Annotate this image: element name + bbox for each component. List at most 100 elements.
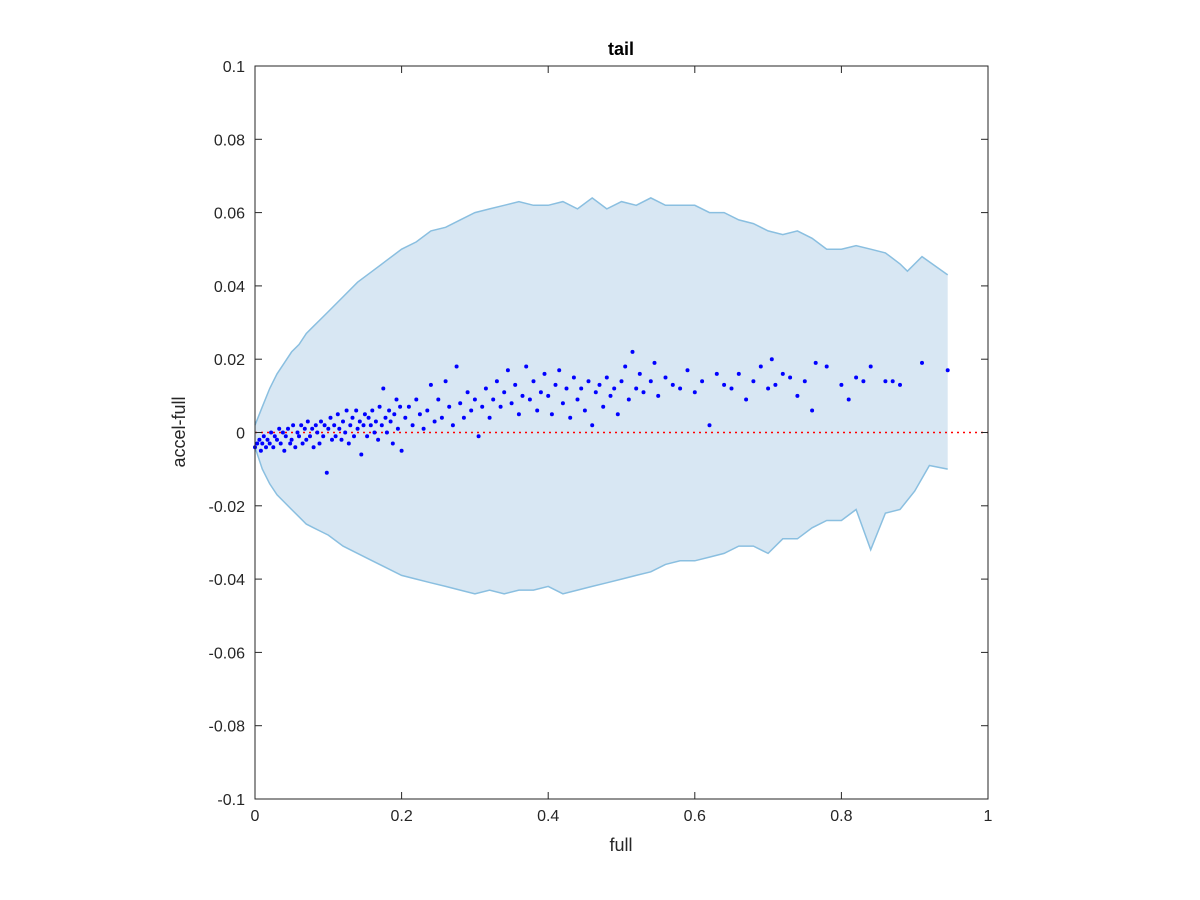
y-tick-label: 0.02 bbox=[214, 352, 245, 369]
data-point bbox=[414, 397, 419, 402]
y-tick-label: -0.1 bbox=[217, 792, 245, 809]
data-point bbox=[264, 445, 268, 450]
data-point bbox=[623, 364, 628, 369]
data-point bbox=[502, 390, 507, 395]
data-point bbox=[648, 379, 653, 384]
data-point bbox=[813, 360, 818, 365]
data-point bbox=[365, 434, 370, 439]
y-tick-label: -0.02 bbox=[209, 499, 246, 516]
data-point bbox=[692, 390, 697, 395]
data-point bbox=[612, 386, 617, 391]
data-point bbox=[308, 434, 312, 439]
y-tick-label: -0.06 bbox=[209, 645, 246, 662]
data-point bbox=[780, 371, 785, 376]
data-point bbox=[769, 357, 774, 362]
data-point bbox=[388, 419, 393, 424]
data-point bbox=[297, 434, 301, 439]
band-lower-line bbox=[254, 446, 948, 595]
data-point bbox=[846, 397, 851, 402]
data-point bbox=[354, 408, 359, 413]
data-point bbox=[498, 404, 503, 409]
data-point bbox=[439, 415, 444, 420]
data-point bbox=[630, 349, 635, 354]
band-fill bbox=[255, 197, 948, 594]
data-point bbox=[343, 430, 348, 435]
data-point bbox=[810, 408, 815, 413]
data-point bbox=[641, 390, 646, 395]
data-point bbox=[549, 412, 554, 417]
data-point bbox=[491, 397, 496, 402]
data-point bbox=[278, 441, 283, 446]
data-point bbox=[634, 386, 639, 391]
data-point bbox=[257, 437, 262, 442]
data-point bbox=[553, 382, 558, 387]
x-tick-label: 0.8 bbox=[830, 808, 852, 825]
data-point bbox=[421, 426, 426, 431]
data-point bbox=[458, 401, 463, 406]
data-point bbox=[304, 437, 309, 442]
data-point bbox=[357, 419, 362, 424]
data-point bbox=[527, 397, 532, 402]
y-axis-label: accel-full bbox=[169, 396, 189, 467]
data-point bbox=[355, 426, 360, 431]
data-point bbox=[637, 371, 642, 376]
data-point bbox=[700, 379, 705, 384]
x-axis-label: full bbox=[609, 835, 632, 855]
data-point bbox=[494, 379, 499, 384]
data-point bbox=[597, 382, 602, 387]
data-point bbox=[586, 379, 591, 384]
x-tick-label: 1 bbox=[984, 808, 993, 825]
data-point bbox=[398, 404, 403, 409]
data-point bbox=[898, 382, 902, 387]
data-point bbox=[335, 412, 340, 417]
data-point bbox=[395, 426, 400, 431]
data-point bbox=[788, 375, 793, 380]
data-point bbox=[261, 434, 266, 439]
data-point bbox=[945, 368, 950, 373]
data-point bbox=[476, 434, 481, 439]
chart-title: tail bbox=[608, 39, 634, 59]
data-point bbox=[568, 415, 573, 420]
y-axis-ticks: -0.1 -0.08 -0.06 -0.04 -0.02 0 0.02 0.04 0.06 0.0… bbox=[209, 59, 988, 809]
y-tick-label: 0.04 bbox=[214, 279, 245, 296]
data-point bbox=[564, 386, 569, 391]
data-point bbox=[344, 408, 349, 413]
data-point bbox=[286, 426, 290, 431]
data-point bbox=[582, 408, 587, 413]
data-point bbox=[384, 430, 389, 435]
data-point bbox=[535, 408, 540, 413]
data-point bbox=[707, 423, 712, 428]
data-point bbox=[729, 386, 734, 391]
data-point bbox=[758, 364, 763, 369]
data-point bbox=[722, 382, 727, 387]
data-point bbox=[626, 397, 631, 402]
data-point bbox=[854, 375, 859, 380]
y-tick-label: 0.08 bbox=[214, 132, 245, 149]
data-point bbox=[348, 423, 353, 428]
data-point bbox=[322, 423, 327, 428]
data-point bbox=[302, 426, 307, 431]
data-point bbox=[542, 371, 547, 376]
data-point bbox=[516, 412, 521, 417]
data-point bbox=[560, 401, 565, 406]
data-point bbox=[454, 364, 459, 369]
data-point bbox=[436, 397, 441, 402]
data-point bbox=[678, 386, 683, 391]
data-point bbox=[656, 393, 661, 398]
data-point bbox=[520, 393, 525, 398]
data-point bbox=[483, 386, 488, 391]
data-point bbox=[377, 404, 382, 409]
data-point bbox=[461, 415, 466, 420]
data-point bbox=[509, 401, 514, 406]
data-point bbox=[315, 430, 320, 435]
data-point bbox=[291, 423, 296, 428]
data-point bbox=[465, 390, 470, 395]
data-point bbox=[546, 393, 551, 398]
data-point bbox=[601, 404, 606, 409]
data-point bbox=[370, 408, 375, 413]
data-point bbox=[332, 423, 337, 428]
data-point bbox=[406, 404, 411, 409]
data-point bbox=[282, 448, 287, 453]
data-point bbox=[557, 368, 562, 373]
